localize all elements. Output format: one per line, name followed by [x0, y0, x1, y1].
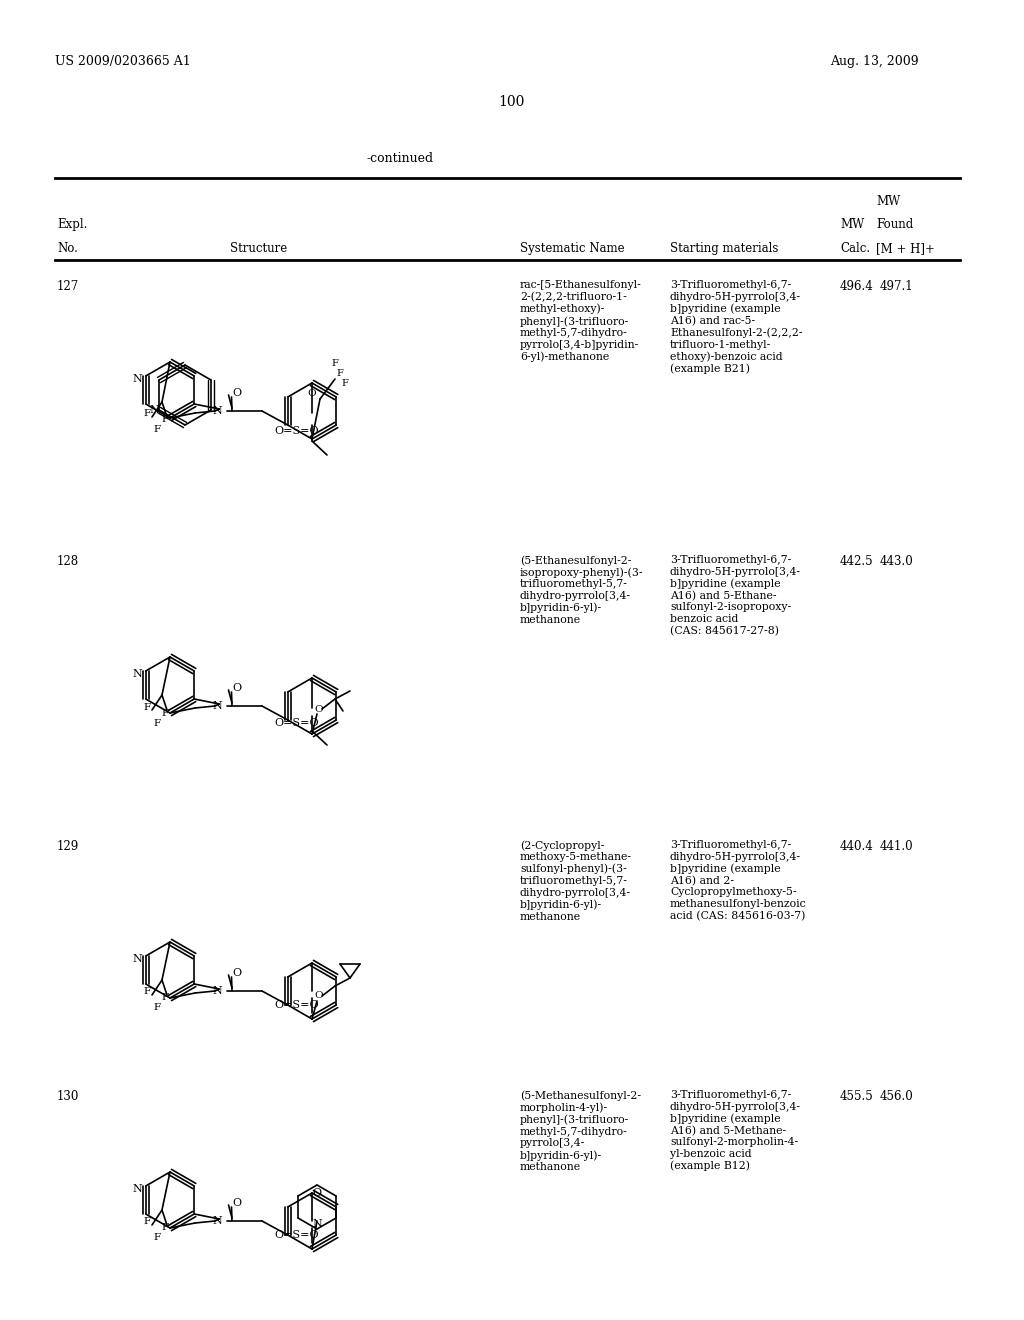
Text: O: O	[232, 968, 241, 978]
Text: 3-Trifluoromethyl-6,7-
dihydro-5H-pyrrolo[3,4-
b]pyridine (example
A16) and 2-
C: 3-Trifluoromethyl-6,7- dihydro-5H-pyrrol…	[670, 840, 807, 921]
Text: -continued: -continued	[367, 152, 433, 165]
Text: MW: MW	[840, 218, 864, 231]
Text: O: O	[312, 1188, 322, 1199]
Text: F: F	[143, 1217, 151, 1226]
Text: (2-Cyclopropyl-
methoxy-5-methane-
sulfonyl-phenyl)-(3-
trifluoromethyl-5,7-
dih: (2-Cyclopropyl- methoxy-5-methane- sulfo…	[520, 840, 632, 921]
Text: F: F	[337, 370, 343, 379]
Text: F: F	[162, 709, 169, 718]
Text: 3-Trifluoromethyl-6,7-
dihydro-5H-pyrrolo[3,4-
b]pyridine (example
A16) and 5-Me: 3-Trifluoromethyl-6,7- dihydro-5H-pyrrol…	[670, 1090, 801, 1171]
Text: O: O	[307, 389, 316, 399]
Text: 497.1: 497.1	[880, 280, 913, 293]
Text: 440.4: 440.4	[840, 840, 873, 853]
Text: N: N	[133, 669, 142, 678]
Text: 3-Trifluoromethyl-6,7-
dihydro-5H-pyrrolo[3,4-
b]pyridine (example
A16) and rac-: 3-Trifluoromethyl-6,7- dihydro-5H-pyrrol…	[670, 280, 803, 375]
Text: F: F	[143, 702, 151, 711]
Text: MW: MW	[876, 195, 900, 209]
Text: 441.0: 441.0	[880, 840, 913, 853]
Text: 496.4: 496.4	[840, 280, 873, 293]
Text: US 2009/0203665 A1: US 2009/0203665 A1	[55, 55, 190, 69]
Text: O=S=O: O=S=O	[274, 1001, 319, 1010]
Text: N: N	[133, 1184, 142, 1195]
Text: O: O	[232, 388, 241, 399]
Text: N: N	[212, 407, 222, 416]
Text: 456.0: 456.0	[880, 1090, 913, 1104]
Text: Found: Found	[876, 218, 913, 231]
Text: O: O	[314, 991, 324, 1001]
Text: (5-Methanesulfonyl-2-
morpholin-4-yl)-
phenyl]-(3-trifluoro-
methyl-5,7-dihydro-: (5-Methanesulfonyl-2- morpholin-4-yl)- p…	[520, 1090, 641, 1172]
Text: F: F	[162, 994, 169, 1002]
Text: O=S=O: O=S=O	[274, 718, 319, 729]
Text: 3-Trifluoromethyl-6,7-
dihydro-5H-pyrrolo[3,4-
b]pyridine (example
A16) and 5-Et: 3-Trifluoromethyl-6,7- dihydro-5H-pyrrol…	[670, 554, 801, 636]
Text: N: N	[133, 374, 142, 384]
Text: F: F	[143, 409, 151, 418]
Text: F: F	[162, 1224, 169, 1233]
Text: 100: 100	[499, 95, 525, 110]
Text: O=S=O: O=S=O	[274, 1230, 319, 1239]
Text: Calc.: Calc.	[840, 242, 870, 255]
Text: F: F	[154, 1003, 161, 1012]
Text: Aug. 13, 2009: Aug. 13, 2009	[830, 55, 919, 69]
Text: F: F	[154, 1233, 161, 1242]
Text: Expl.: Expl.	[57, 218, 87, 231]
Text: Systematic Name: Systematic Name	[520, 242, 625, 255]
Text: N: N	[312, 1218, 322, 1229]
Text: F: F	[342, 380, 348, 388]
Text: 443.0: 443.0	[880, 554, 913, 568]
Text: 129: 129	[57, 840, 79, 853]
Text: N: N	[212, 986, 222, 997]
Text: 128: 128	[57, 554, 79, 568]
Text: O: O	[314, 705, 324, 714]
Text: No.: No.	[57, 242, 78, 255]
Text: F: F	[332, 359, 339, 368]
Text: F: F	[162, 416, 169, 425]
Text: rac-[5-Ethanesulfonyl-
2-(2,2,2-trifluoro-1-
methyl-ethoxy)-
phenyl]-(3-trifluor: rac-[5-Ethanesulfonyl- 2-(2,2,2-trifluor…	[520, 280, 642, 362]
Text: N: N	[133, 954, 142, 964]
Text: Starting materials: Starting materials	[670, 242, 778, 255]
Text: F: F	[154, 718, 161, 727]
Text: O: O	[232, 682, 241, 693]
Text: 130: 130	[57, 1090, 80, 1104]
Text: F: F	[143, 987, 151, 997]
Text: (5-Ethanesulfonyl-2-
isopropoxy-phenyl)-(3-
trifluoromethyl-5,7-
dihydro-pyrrolo: (5-Ethanesulfonyl-2- isopropoxy-phenyl)-…	[520, 554, 643, 624]
Text: [M + H]+: [M + H]+	[876, 242, 935, 255]
Text: Structure: Structure	[230, 242, 288, 255]
Text: O: O	[232, 1199, 241, 1208]
Text: N: N	[150, 405, 159, 414]
Text: F: F	[154, 425, 161, 434]
Text: N: N	[212, 1216, 222, 1226]
Text: 455.5: 455.5	[840, 1090, 873, 1104]
Text: 442.5: 442.5	[840, 554, 873, 568]
Text: N: N	[212, 701, 222, 711]
Text: O=S=O: O=S=O	[274, 426, 319, 436]
Text: 127: 127	[57, 280, 79, 293]
